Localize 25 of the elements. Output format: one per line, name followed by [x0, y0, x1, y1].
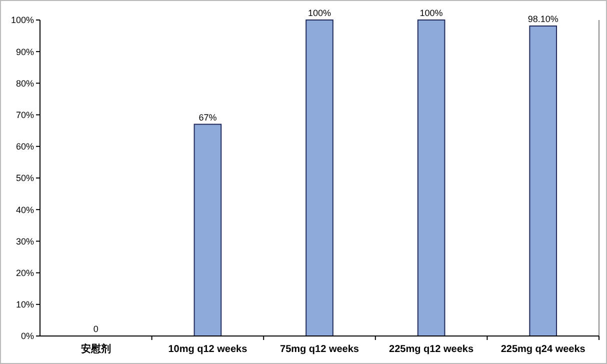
y-tick-label: 80%: [16, 78, 34, 88]
bar: [529, 26, 558, 336]
bar: [306, 20, 334, 336]
y-tick-label: 40%: [16, 204, 34, 215]
y-tick-label: 60%: [16, 142, 34, 152]
y-tick-label: 10%: [16, 300, 34, 310]
bar: [417, 20, 446, 336]
x-tick-label: 10mg q12 weeks: [168, 344, 248, 355]
y-tick-label: 20%: [16, 268, 34, 278]
x-tick-label: 225mg q12 weeks: [389, 344, 474, 355]
data-label: 0: [93, 324, 98, 334]
x-tick-label: 安慰剂: [80, 343, 111, 355]
data-label: 67%: [198, 112, 217, 122]
y-tick-label: 100%: [10, 15, 34, 26]
data-label: 100%: [308, 8, 332, 18]
bar: [194, 124, 222, 336]
data-label: 98.10%: [528, 14, 558, 24]
x-tick-label: 225mg q24 weeks: [500, 344, 586, 355]
y-tick-label: 70%: [16, 110, 34, 120]
y-tick-label: 30%: [16, 236, 34, 246]
y-tick-label: 0%: [20, 331, 34, 342]
y-tick-label: 50%: [16, 173, 34, 184]
y-tick-label: 90%: [16, 46, 34, 57]
x-tick-label: 75mg q12 weeks: [280, 344, 360, 355]
data-label: 100%: [420, 8, 443, 18]
